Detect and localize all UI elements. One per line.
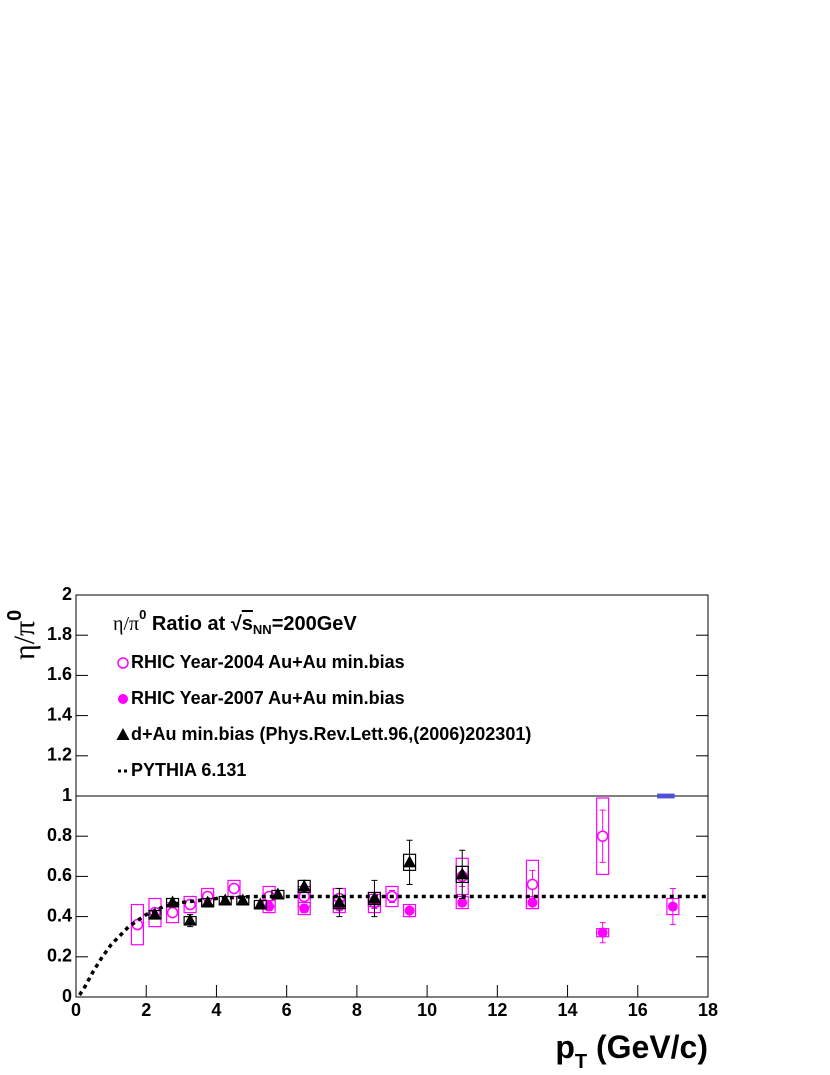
- marker: [455, 867, 469, 880]
- title-part: s: [242, 613, 253, 635]
- y-tick-label: 0.8: [47, 825, 72, 845]
- x-tick-label: 12: [487, 1000, 507, 1020]
- systematic-box: [596, 797, 610, 875]
- marker: [166, 906, 179, 919]
- x-tick-label: 6: [282, 1000, 292, 1020]
- legend-label: d+Au min.bias (Phys.Rev.Lett.96,(2006)20…: [131, 724, 531, 744]
- legend-marker: [116, 728, 130, 740]
- x-tick-label: 2: [141, 1000, 151, 1020]
- y-tick-label: 0: [62, 986, 72, 1006]
- legend-label: PYTHIA 6.131: [131, 760, 246, 780]
- title-part: η/π: [113, 613, 139, 635]
- marker: [457, 897, 468, 908]
- systematic-box: [183, 895, 197, 914]
- marker: [183, 913, 197, 926]
- title-part: NN: [253, 622, 272, 637]
- x-tick-label: 0: [71, 1000, 81, 1020]
- pythia-curve: [78, 894, 708, 996]
- x-tick-label: 14: [558, 1000, 578, 1020]
- x-tick-label: 18: [698, 1000, 718, 1020]
- marker: [299, 903, 310, 914]
- y-tick-label: 1.6: [47, 664, 72, 684]
- marker: [404, 905, 415, 916]
- x-tick-label: 10: [417, 1000, 437, 1020]
- marker: [667, 901, 678, 912]
- legend-label: RHIC Year-2004 Au+Au min.bias: [131, 652, 405, 672]
- legend-marker: [117, 657, 129, 669]
- marker: [264, 901, 275, 912]
- y-tick-label: 1: [62, 785, 72, 805]
- y-tick-label: 1.4: [47, 704, 72, 724]
- y-label-part: 0: [4, 610, 26, 621]
- marker: [228, 882, 240, 895]
- y-tick-label: 0.6: [47, 865, 72, 885]
- systematic-box: [297, 901, 311, 916]
- legend-title: η/π0 Ratio at √sNN=200GeV: [113, 607, 357, 637]
- marker: [527, 897, 538, 908]
- y-axis-label: η/π0: [4, 610, 41, 660]
- legend-marker: [118, 694, 128, 704]
- marker: [332, 895, 346, 908]
- title-part: =200GeV: [272, 613, 358, 635]
- marker: [236, 893, 250, 906]
- normalization-band: [657, 793, 675, 799]
- y-tick-label: 0.4: [47, 905, 72, 925]
- x-axis-label: pT (GeV/c): [555, 1029, 708, 1073]
- marker: [148, 907, 162, 920]
- marker: [297, 879, 311, 892]
- x-label-part: (GeV/c): [587, 1029, 708, 1065]
- title-part: 0: [139, 607, 146, 622]
- y-tick-label: 0.2: [47, 946, 72, 966]
- marker: [596, 830, 609, 842]
- marker: [526, 878, 539, 891]
- x-tick-label: 8: [352, 1000, 362, 1020]
- x-label-part: p: [555, 1029, 575, 1065]
- y-tick-label: 1.8: [47, 624, 72, 644]
- y-tick-label: 2: [62, 584, 72, 604]
- legend-label: RHIC Year-2007 Au+Au min.bias: [131, 688, 405, 708]
- marker: [201, 895, 215, 908]
- systematic-box: [227, 879, 241, 898]
- y-tick-label: 1.2: [47, 745, 72, 765]
- marker: [597, 927, 608, 938]
- marker: [253, 897, 267, 910]
- x-tick-label: 4: [211, 1000, 221, 1020]
- x-label-part: T: [575, 1051, 587, 1073]
- title-part: Ratio at √: [146, 613, 242, 635]
- x-tick-label: 16: [628, 1000, 648, 1020]
- marker: [403, 855, 417, 868]
- y-label-part: η/π: [8, 621, 41, 660]
